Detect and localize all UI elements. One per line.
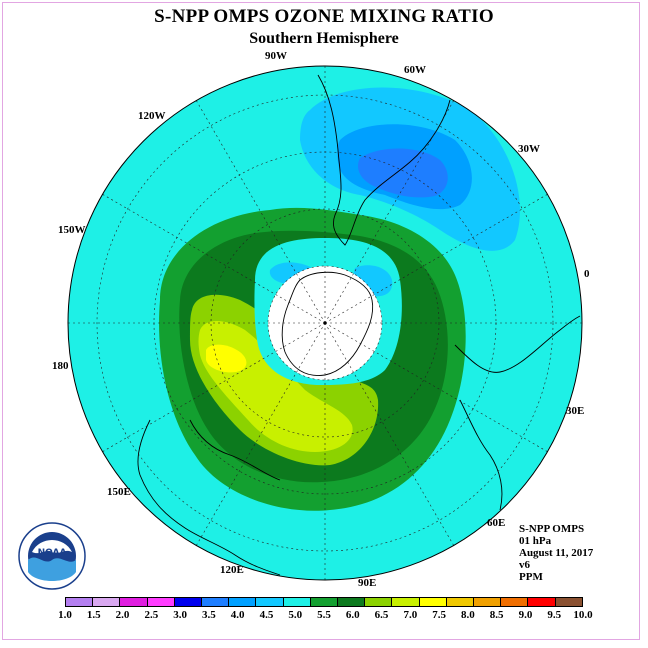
legend-tick-labels: 1.0 1.5 2.0 2.5 3.0 3.5 4.0 4.5 5.0 5.5 6.0 6.5 7.0 7… [0, 609, 648, 623]
lon-label-60w: 60W [404, 64, 426, 76]
legend-swatch [256, 598, 284, 606]
south-america-coastline [317, 74, 451, 246]
info-units: PPM [519, 571, 543, 583]
australia-coastline [137, 419, 281, 576]
legend-tick-label: 7.0 [403, 609, 418, 621]
lon-label-90w: 90W [265, 50, 287, 62]
legend-swatch [392, 598, 420, 606]
legend-tick-label: 1.5 [86, 609, 101, 621]
legend-tick-label: 8.5 [489, 609, 504, 621]
australia-coastline-2 [189, 419, 281, 481]
lon-label-150e: 150E [107, 486, 131, 498]
lon-label-150w: 150W [58, 224, 86, 236]
legend-swatch [419, 598, 447, 606]
lon-label-180: 180 [52, 360, 69, 372]
legend-swatch [365, 598, 393, 606]
legend-tick-label: 4.0 [230, 609, 245, 621]
map-border [67, 65, 583, 581]
info-version: v6 [519, 559, 530, 571]
legend-tick-label: 4.5 [259, 609, 274, 621]
lon-label-30w: 30W [518, 143, 540, 155]
legend-swatch [147, 598, 175, 606]
legend-swatch [283, 598, 311, 606]
legend-tick-label: 8.0 [461, 609, 475, 621]
legend-swatch [474, 598, 502, 606]
legend-tick-label: 9.5 [547, 609, 562, 621]
map-title: S-NPP OMPS OZONE MIXING RATIO [154, 6, 494, 27]
info-instrument: S-NPP OMPS [519, 523, 585, 535]
lon-label-30e: 30E [566, 405, 585, 417]
africa-coastline-2 [459, 399, 503, 511]
lon-label-90e: 90E [358, 577, 377, 589]
legend-tick-label: 6.5 [374, 609, 389, 621]
info-level: 01 hPa [519, 535, 552, 547]
legend-tick-label: 9.0 [518, 609, 533, 621]
lon-label-120e: 120E [220, 564, 244, 576]
legend-tick-label: 3.5 [202, 609, 216, 621]
legend-swatch [229, 598, 257, 606]
antarctica-coastline [281, 271, 374, 376]
legend-tick-label: 3.0 [173, 609, 187, 621]
ozone-region-75 [206, 344, 247, 373]
legend-swatch [120, 598, 148, 606]
product-info: S-NPP OMPS 01 hPa August 11, 2017 v6 PPM [519, 523, 593, 583]
legend-swatch [528, 598, 556, 606]
noaa-logo-text: NOAA [38, 548, 67, 558]
legend-swatch [501, 598, 529, 606]
south-pole-marker [323, 321, 327, 325]
legend-swatch [338, 598, 366, 606]
map-subtitle: Southern Hemisphere [249, 30, 399, 47]
noaa-logo-icon: NOAA [18, 522, 86, 590]
legend-swatch [202, 598, 230, 606]
legend-tick-label: 5.5 [317, 609, 331, 621]
lon-label-120w: 120W [138, 110, 166, 122]
legend-swatch [93, 598, 121, 606]
legend-tick-label: 2.0 [115, 609, 130, 621]
legend-tick-label: 1.0 [58, 609, 72, 621]
legend-swatch [66, 598, 94, 606]
lon-label-0: 0 [584, 268, 590, 280]
legend-tick-label: 10.0 [573, 609, 593, 621]
lon-label-60e: 60E [487, 517, 506, 529]
legend-swatch [174, 598, 203, 606]
color-legend [65, 597, 583, 607]
legend-tick-label: 2.5 [144, 609, 159, 621]
legend-tick-label: 5.0 [288, 609, 303, 621]
legend-swatch [555, 598, 582, 606]
africa-coastline [454, 315, 581, 373]
info-date: August 11, 2017 [519, 547, 594, 559]
legend-tick-label: 6.0 [345, 609, 360, 621]
map-frame [2, 2, 640, 640]
legend-swatch [310, 598, 339, 606]
legend-swatch [446, 598, 475, 606]
legend-tick-label: 7.5 [432, 609, 446, 621]
